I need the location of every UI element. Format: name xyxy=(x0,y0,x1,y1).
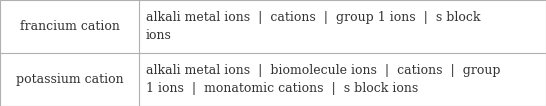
Text: potassium cation: potassium cation xyxy=(16,73,123,86)
Text: alkali metal ions  |  cations  |  group 1 ions  |  s block
ions: alkali metal ions | cations | group 1 io… xyxy=(146,11,480,42)
Text: francium cation: francium cation xyxy=(20,20,120,33)
Text: alkali metal ions  |  biomolecule ions  |  cations  |  group
1 ions  |  monatomi: alkali metal ions | biomolecule ions | c… xyxy=(146,64,500,95)
